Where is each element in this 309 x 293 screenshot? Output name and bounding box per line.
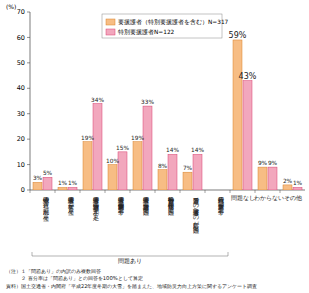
group-bracket bbox=[32, 252, 228, 256]
x-tick-label: 避難所での要援護者への対応が困難 bbox=[187, 193, 200, 253]
x-tick bbox=[255, 190, 256, 193]
x-tick-label: 安否確認の遅れ・混乱が発生 bbox=[37, 193, 50, 253]
bar bbox=[93, 104, 102, 190]
bar bbox=[143, 106, 152, 190]
data-label: 1% bbox=[293, 180, 303, 186]
y-tick bbox=[27, 12, 30, 13]
bar bbox=[33, 182, 42, 190]
data-label: 8% bbox=[158, 163, 168, 169]
x-tick-label: 要援護者の避難誘導の人手が不足 bbox=[87, 193, 100, 253]
data-label: 2% bbox=[283, 178, 293, 184]
legend bbox=[102, 14, 222, 38]
x-tick-label: 要援護者の避難誘導が困難 bbox=[137, 193, 150, 253]
data-label: 7% bbox=[183, 165, 193, 171]
bar bbox=[233, 40, 242, 190]
data-label: 19% bbox=[81, 135, 94, 141]
data-label: 59% bbox=[229, 31, 247, 40]
data-label: 9% bbox=[268, 160, 278, 166]
y-tick bbox=[27, 88, 30, 89]
x-tick bbox=[280, 190, 281, 193]
x-tick-label: その他 bbox=[279, 194, 307, 203]
bar bbox=[268, 167, 277, 190]
group-label: 問題あり bbox=[118, 257, 142, 266]
x-tick bbox=[105, 190, 106, 193]
data-label: 9% bbox=[258, 160, 268, 166]
y-tick-label: 10 bbox=[17, 161, 25, 169]
bar bbox=[68, 187, 77, 190]
data-label: 3% bbox=[33, 175, 43, 181]
y-tick-label: 40 bbox=[17, 84, 25, 92]
x-tick-label: 要援護者の被害が発生 bbox=[62, 193, 75, 253]
legend-label: 要援護者（特別要援護者を含む）N=317 bbox=[118, 19, 229, 26]
bar bbox=[243, 81, 252, 190]
data-label: 15% bbox=[116, 145, 129, 151]
data-label: 43% bbox=[239, 72, 257, 81]
bar bbox=[293, 187, 302, 190]
y-tick bbox=[27, 113, 30, 114]
x-tick-label: 行政職員の避難支援が不十分 bbox=[212, 193, 225, 253]
y-tick bbox=[27, 62, 30, 63]
y-tick bbox=[27, 37, 30, 38]
bar bbox=[133, 142, 142, 190]
bar bbox=[43, 177, 52, 190]
x-tick-label: 問題なし bbox=[229, 194, 257, 203]
bar bbox=[58, 187, 67, 190]
source: 資料）国土交通省・内閣府「平成22年度冬期の大雪」を踏まえた、地域防災力向上方策… bbox=[6, 283, 257, 289]
bar bbox=[283, 185, 292, 190]
legend-label: 特別要援護者N=122 bbox=[118, 29, 175, 35]
bars bbox=[33, 40, 302, 190]
data-label: 19% bbox=[131, 135, 144, 141]
y-tick bbox=[27, 190, 30, 191]
x-tick-label: 避難勧告等の情報伝達が困難 bbox=[162, 193, 175, 253]
bar bbox=[258, 167, 267, 190]
y-tick-label: 30 bbox=[17, 110, 25, 118]
legend-swatch bbox=[106, 19, 115, 25]
x-tick-label: 要援護者の避難支援体制が不十分 bbox=[112, 193, 125, 253]
bar bbox=[193, 154, 202, 190]
bar bbox=[183, 172, 192, 190]
bar bbox=[108, 165, 117, 190]
x-tick bbox=[230, 190, 231, 193]
y-tick bbox=[27, 164, 30, 165]
bar bbox=[158, 170, 167, 190]
data-label: 10% bbox=[106, 158, 119, 164]
y-tick-label: 70 bbox=[17, 8, 25, 16]
data-label: 34% bbox=[91, 97, 104, 103]
x-tick bbox=[180, 190, 181, 193]
plot: (%) 0 10 20 30 40 50 60 70 3% 1% 19% 10% 19% 8% 7% 59% 9%… bbox=[0, 0, 309, 293]
y-tick-label: 0 bbox=[21, 186, 25, 194]
x-tick bbox=[155, 190, 156, 193]
y-tick-label: 50 bbox=[17, 59, 25, 67]
x-tick bbox=[55, 190, 56, 193]
y-tick-label: 20 bbox=[17, 135, 25, 143]
x-tick bbox=[205, 190, 206, 193]
legend-swatch bbox=[106, 29, 115, 35]
bar bbox=[118, 152, 127, 190]
data-label: 5% bbox=[43, 170, 53, 176]
data-label: 1% bbox=[58, 180, 68, 186]
x-tick bbox=[30, 190, 31, 193]
y-tick bbox=[27, 139, 30, 140]
x-tick bbox=[130, 190, 131, 193]
note: （注）１「問題あり」の内訳のみ複数回答 bbox=[6, 268, 101, 275]
y-axis bbox=[30, 12, 31, 190]
bar bbox=[168, 154, 177, 190]
data-label: 14% bbox=[191, 147, 204, 153]
note: ２ 百分率は「問題あり」との回答を100%として算定 bbox=[6, 275, 143, 282]
bar bbox=[83, 142, 92, 190]
x-tick-label: わからない bbox=[254, 194, 282, 203]
chart: (%) 0 10 20 30 40 50 60 70 3% 1% 19% 10% 19% 8% 7% 59% 9%… bbox=[0, 0, 309, 293]
data-label: 14% bbox=[166, 147, 179, 153]
y-label: (%) bbox=[6, 3, 16, 10]
data-label: 1% bbox=[68, 180, 78, 186]
y-tick-label: 60 bbox=[17, 34, 25, 42]
data-label: 33% bbox=[141, 99, 154, 105]
x-tick bbox=[80, 190, 81, 193]
